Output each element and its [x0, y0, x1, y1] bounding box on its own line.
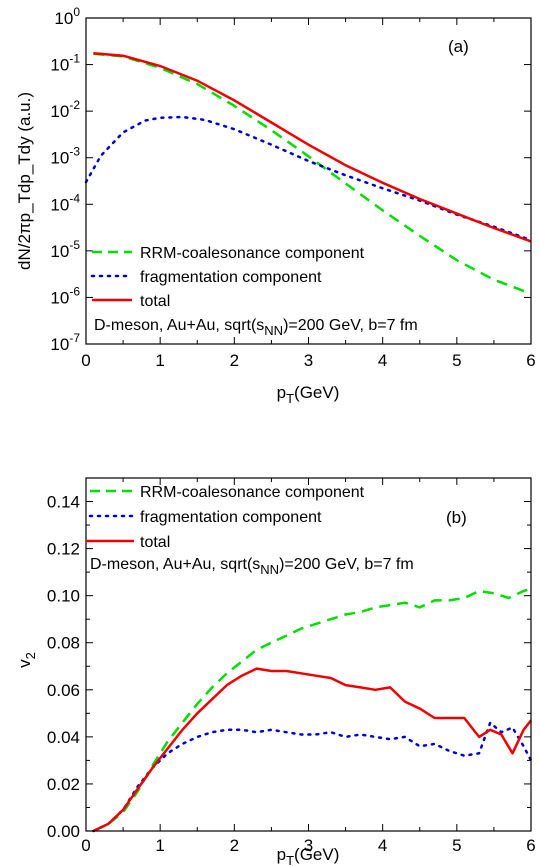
panel-b-series-line-0 [92, 587, 532, 833]
panel-b-series-line-1 [92, 721, 533, 833]
panel-b-ytick-label: 0.10 [47, 587, 80, 606]
panel-b-ytick-label: 0.08 [47, 634, 80, 653]
panel-a-xlabel: pT(GeV) [277, 383, 340, 406]
panel-a-ytick-label: 10-2 [50, 98, 80, 121]
panel-a-legend-rrm: RRM-coalesonance component [140, 245, 365, 262]
panel-a-label: (a) [448, 37, 469, 56]
panel-a-xtick-label: 1 [155, 351, 164, 370]
panel-a-ytick-label: 100 [54, 5, 80, 28]
panel-a-ytick-label: 10-4 [50, 191, 80, 214]
panel-b-series [92, 587, 533, 833]
panel-b-ytick-label: 0.04 [47, 728, 80, 747]
panel-b-xtick-label: 4 [378, 836, 387, 855]
panel-a-xtick-label: 6 [526, 351, 535, 370]
panel-a-xtick-label: 0 [81, 351, 90, 370]
panel-b-legend: RRM-coalesonance component fragmentation… [86, 484, 365, 551]
panel-a-ytick-label: 10-1 [50, 52, 80, 75]
panel-b-legend-frag: fragmentation component [140, 509, 322, 526]
panel-a-ytick-label: 10-6 [50, 284, 80, 307]
panel-a-ytick-label: 10-3 [50, 145, 80, 168]
panel-b-ytick-label: 0.00 [47, 822, 80, 841]
panel-b-label: (b) [446, 508, 467, 527]
panel-b-xtick-label: 1 [155, 836, 164, 855]
panel-a-xlabel-main: p [277, 383, 286, 402]
panel-b-xtick-label: 6 [526, 836, 535, 855]
panel-a-xtick-label: 4 [378, 351, 387, 370]
panel-a-frame [85, 17, 532, 345]
panel-a-ylabel: dN/2πp_Tdp_Tdy (a.u.) [15, 92, 34, 270]
panel-a-xlabel-unit: (GeV) [294, 383, 339, 402]
panel-b-annotation: D-meson, Au+Au, sqrt(sNN)=200 GeV, b=7 f… [90, 556, 414, 577]
panel-b-ytick-label: 0.14 [47, 493, 80, 512]
panel-b-xtick-label: 2 [230, 836, 239, 855]
panel-a: 0 1 2 3 4 5 6 100 10-1 10-2 10-3 10-4 10-5 10-6 10-7 (… [15, 5, 536, 406]
panel-b: 0 1 2 3 4 5 60.000.020.040.060.080.100.120.14 … [15, 477, 536, 866]
panel-a-series-line-2 [93, 52, 532, 243]
panel-b-ytick-label: 0.06 [47, 681, 80, 700]
panel-b-xtick-label: 3 [304, 836, 313, 855]
panel-a-legend-total: total [140, 293, 170, 310]
panel-a-annotation: D-meson, Au+Au, sqrt(sNN)=200 GeV, b=7 f… [94, 317, 418, 338]
panel-a-legend-frag: fragmentation component [140, 269, 322, 286]
panel-b-legend-total: total [140, 534, 170, 551]
panel-b-series-line-2 [92, 667, 532, 833]
panel-a-xtick-label: 5 [452, 351, 461, 370]
panel-b-xlabel: pT(GeV) [277, 845, 340, 866]
panel-a-series-line-1 [84, 115, 533, 242]
panel-a-ytick-label: 10-7 [50, 331, 80, 354]
panel-b-ytick-label: 0.12 [47, 540, 80, 559]
panel-b-xtick-label: 0 [81, 836, 90, 855]
panel-a-xtick-label: 3 [304, 351, 313, 370]
panel-b-ticks: 0 1 2 3 4 5 6 0.00 0.02 0.04 0.06 0.08 0.10 0.12 0.14 [47, 478, 536, 855]
panel-a-ytick-label: 10-5 [50, 238, 80, 261]
panel-b-ytick-label: 0.02 [47, 775, 80, 794]
panel-a-xlabel-sub: T [286, 391, 294, 406]
panel-a-legend: RRM-coalesonance component fragmentation… [90, 245, 365, 310]
panel-a-series-line-0 [93, 52, 532, 295]
panel-b-xtick-label: 5 [452, 836, 461, 855]
panel-a-ticks: 0 1 2 3 4 5 6 100 10-1 10-2 10-3 10-4 10-5 10-6 10-7 [50, 5, 535, 370]
panel-a-xtick-label: 2 [230, 351, 239, 370]
panel-b-ylabel: v2 [15, 652, 38, 668]
panel-a-series [84, 52, 533, 295]
panel-b-frame [85, 477, 532, 832]
panel-b-legend-rrm: RRM-coalesonance component [140, 484, 365, 501]
